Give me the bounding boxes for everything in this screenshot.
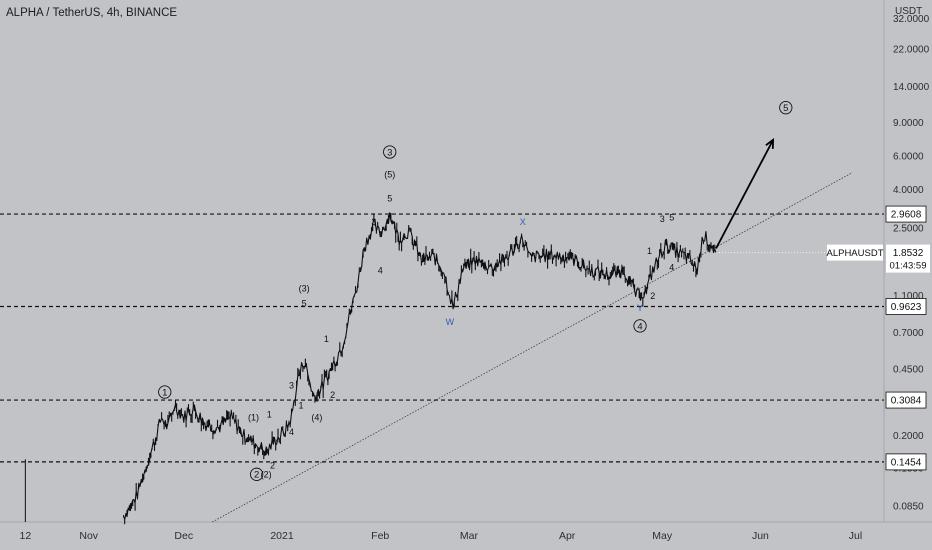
wave-label: 3 [371,217,376,227]
wave-label: (1) [248,413,259,423]
time-tick-label: Jul [849,530,862,542]
wave-label: 1 [324,334,329,344]
wave-label: 3 [289,380,294,390]
time-tick-label: Dec [174,530,193,542]
symbol-tag-label: ALPHAUSDT [826,248,883,259]
currency-unit: USDT [895,6,923,17]
price-tick-label: 32.0000 [893,14,930,25]
wave-label: 3 [660,214,665,224]
wave-label: Y [637,303,643,313]
forecast-arrow-head [765,138,775,149]
price-tick-label: 6.0000 [893,151,924,162]
wave-label: W [446,317,455,327]
wave-label: 4 [378,265,383,275]
level-price-tag [885,391,927,409]
wave-label: 2 [330,390,335,400]
price-tick-label: 14.0000 [893,82,930,93]
forecast-arrow [715,139,774,249]
price-series [24,212,884,525]
wave-label: 1 [647,246,652,256]
level-price-label: 0.3084 [891,396,922,407]
wave-label: 2 [254,470,259,481]
wave-label: (2) [261,470,272,480]
wave-label: 5 [783,103,788,114]
price-tick-label: 9.0000 [893,118,924,129]
level-price-tag [885,298,927,315]
last-price-tag [886,244,930,273]
last-price-label: 1.8532 [893,248,924,259]
price-tick-label: 22.0000 [893,45,930,56]
wave-label: 1 [298,401,303,411]
wave-label: 1 [162,387,167,398]
wave-label: 5 [387,193,392,203]
time-tick-label: Mar [460,530,479,542]
time-tick-label: May [652,530,673,542]
price-tags: 2.9608 0.9623 0.3084 0.1454 ALPHAUSDT 1.8532 0… [826,205,930,471]
level-price-label: 0.9623 [891,302,922,313]
wave-label-circle [383,145,397,159]
level-price-label: 2.9608 [891,210,922,221]
wave-label: 4 [669,263,674,273]
forecast-arrow-layer [715,138,775,249]
wave-label-circle [158,385,172,399]
time-tick-label: 12 [20,530,32,542]
wave-label-circle [633,319,647,333]
chart-title: ALPHA / TetherUS, 4h, BINANCE [6,7,178,19]
wave-label: (4) [311,413,322,423]
time-tick-label: 2021 [270,530,294,542]
price-tick-label: 0.4500 [893,364,924,375]
wave-label: X [520,217,526,227]
countdown-label: 01:43:59 [890,261,927,272]
price-tick-label: 0.0850 [893,502,924,513]
horizontal-levels [0,213,884,463]
time-tick-label: Jun [752,530,769,542]
price-tick-label: 1.1000 [893,291,924,302]
time-tick-label: Nov [79,530,98,542]
wave-label-circle [249,467,264,481]
time-axis[interactable]: 12 Nov Dec 2021 Feb Mar Apr May Jun Jul [20,530,863,542]
price-tick-label: 2.5000 [893,223,924,234]
time-tick-label: Feb [371,530,389,542]
level-price-label: 0.1454 [891,457,922,468]
time-tick-label: Apr [559,530,576,542]
wave-label: 2 [270,460,275,470]
symbol-tag [827,244,883,261]
wave-label: (5) [384,170,395,180]
wave-label-circle [779,101,793,115]
wave-label: 4 [289,427,294,437]
price-line [123,212,717,525]
wave-label: 4 [637,321,642,332]
wave-label: 3 [387,147,392,158]
price-tick-label: 0.2000 [893,431,924,442]
wave-label: 1 [267,410,272,420]
wave-label: 2 [650,291,655,301]
level-price-tag [885,205,927,223]
price-tick-label: 0.7000 [893,328,924,339]
wave-label: (3) [299,284,310,294]
wave-label: 5 [302,299,307,309]
price-tick-label: 4.0000 [893,185,924,196]
level-price-tag [885,453,927,471]
wave-label: 5 [669,213,674,223]
